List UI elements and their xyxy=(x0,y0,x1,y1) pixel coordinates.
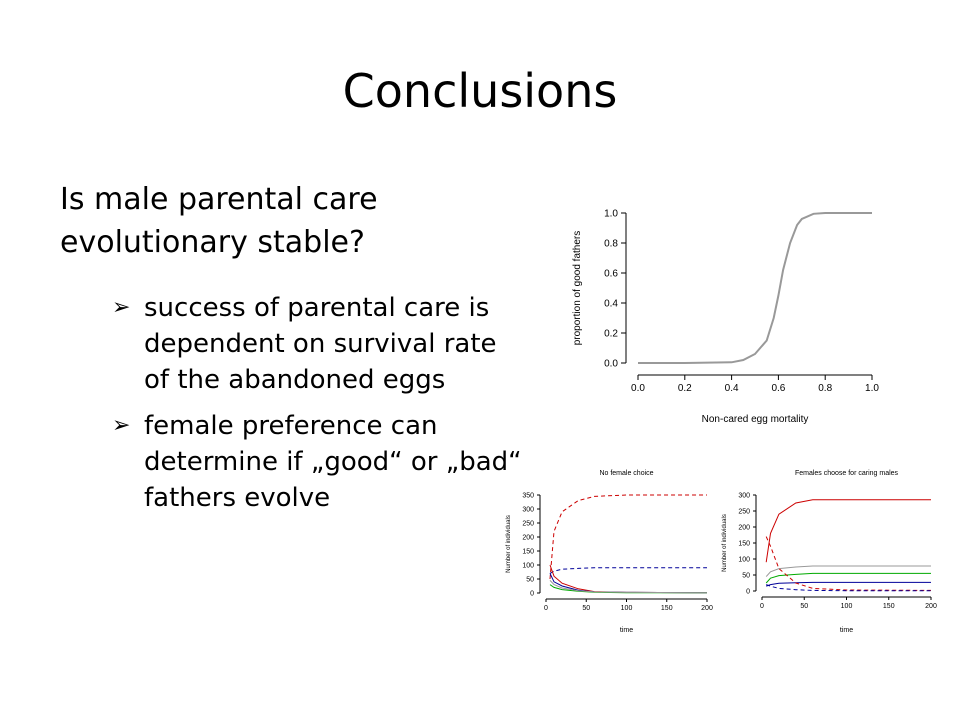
x-tick-label: 200 xyxy=(925,603,937,610)
female-choice-chart: 0 50 100 150 200 0 50 100 150 200 250 300 Females ch… xyxy=(722,470,937,634)
x-tick-label: 0.8 xyxy=(818,383,832,394)
y-tick-label: 300 xyxy=(522,506,534,513)
bullet-text: success of parental care is dependent on… xyxy=(144,293,497,395)
y-tick-label: 200 xyxy=(522,534,534,541)
x-tick-label: 0.4 xyxy=(725,383,739,394)
y-tick-label: 250 xyxy=(522,520,534,527)
y-tick-label: 50 xyxy=(742,572,750,579)
chart-title: Females choose for caring males xyxy=(795,470,899,477)
good-fathers-chart: 0.0 0.2 0.4 0.6 0.8 1.0 0.0 0.2 0.4 0.6 0.8 1.0 Non-… xyxy=(572,209,879,426)
y-tick-label: 250 xyxy=(738,508,750,515)
y-tick-label: 50 xyxy=(526,576,534,583)
x-tick-label: 50 xyxy=(582,605,590,612)
y-tick-label: 0.2 xyxy=(604,329,618,340)
y-tick-label: 350 xyxy=(522,492,534,499)
bullet-list: ➢ success of parental care is dependent … xyxy=(112,290,522,526)
x-tick-label: 50 xyxy=(800,603,808,610)
series-line xyxy=(549,494,707,580)
series-line xyxy=(549,567,707,574)
series-line xyxy=(549,580,708,594)
y-tick-label: 0.4 xyxy=(604,299,618,310)
bullet-text: female preference can determine if „good… xyxy=(144,411,522,513)
y-tick-label: 100 xyxy=(522,562,534,569)
bullet-item: ➢ female preference can determine if „go… xyxy=(112,408,522,516)
series-line xyxy=(765,536,932,591)
y-tick-label: 300 xyxy=(738,492,750,499)
y-tick-label: 150 xyxy=(738,540,750,547)
series-line xyxy=(766,584,931,592)
series-line xyxy=(765,499,931,563)
x-tick-label: 0 xyxy=(544,605,548,612)
arrow-bullet-icon: ➢ xyxy=(112,295,131,320)
bullet-item: ➢ success of parental care is dependent … xyxy=(112,290,522,398)
x-tick-label: 150 xyxy=(883,603,895,610)
y-tick-label: 0.6 xyxy=(604,269,618,280)
series-line xyxy=(765,565,931,577)
x-tick-label: 0.6 xyxy=(771,383,785,394)
y-axis-label: Number of individuals xyxy=(722,514,728,572)
y-tick-label: 100 xyxy=(738,556,750,563)
x-tick-label: 0 xyxy=(760,603,764,610)
series-line xyxy=(765,572,931,584)
series-line xyxy=(638,212,872,364)
slide-title: Conclusions xyxy=(342,64,618,118)
x-tick-label: 0.2 xyxy=(678,383,692,394)
y-axis-label: Number of individuals xyxy=(506,515,512,573)
y-tick-label: 0 xyxy=(530,590,534,597)
y-tick-label: 0.0 xyxy=(604,359,618,370)
y-tick-label: 1.0 xyxy=(604,209,618,220)
y-tick-label: 150 xyxy=(522,548,534,555)
y-tick-label: 200 xyxy=(738,524,750,531)
x-axis-label: Non-cared egg mortality xyxy=(702,414,809,425)
series-line xyxy=(766,581,931,587)
x-tick-label: 200 xyxy=(701,605,713,612)
x-tick-label: 100 xyxy=(621,605,633,612)
x-axis-label: time xyxy=(840,627,853,634)
x-tick-label: 0.0 xyxy=(631,383,645,394)
x-tick-label: 150 xyxy=(661,605,673,612)
question-text: Is male parental care evolutionary stabl… xyxy=(60,182,378,260)
y-tick-label: 0.8 xyxy=(604,239,618,250)
y-axis-label: proportion of good fathers xyxy=(572,231,583,346)
arrow-bullet-icon: ➢ xyxy=(112,413,131,438)
x-tick-label: 1.0 xyxy=(865,383,879,394)
y-tick-label: 0 xyxy=(746,588,750,595)
no-female-choice-chart: 0 50 100 150 200 0 50 100 150 200 250 300 350 No fema… xyxy=(506,470,713,634)
x-axis-label: time xyxy=(620,627,633,634)
chart-title: No female choice xyxy=(599,470,653,477)
x-tick-label: 100 xyxy=(841,603,853,610)
